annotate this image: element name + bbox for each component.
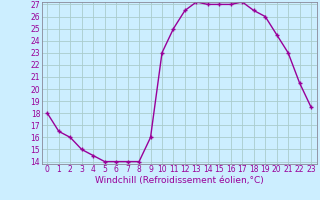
X-axis label: Windchill (Refroidissement éolien,°C): Windchill (Refroidissement éolien,°C) bbox=[95, 176, 264, 185]
